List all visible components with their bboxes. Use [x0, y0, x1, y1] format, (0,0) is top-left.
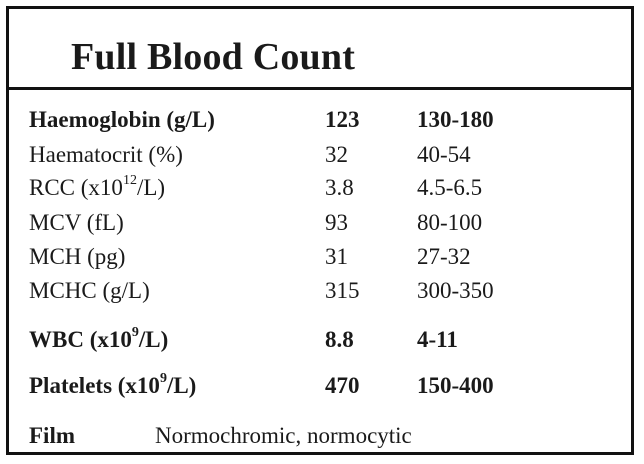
table-row-wbc: WBC (x109/L) 8.8 4-11	[29, 325, 619, 357]
row-label-post: /L)	[136, 175, 166, 200]
row-range: 4-11	[417, 327, 458, 352]
row-label-pre: WBC (x10	[29, 327, 132, 352]
row-range: 4.5-6.5	[417, 175, 483, 200]
row-label: MCV (fL)	[29, 210, 124, 235]
row-label: MCHC (g/L)	[29, 278, 150, 303]
row-range: 27-32	[417, 244, 471, 269]
row-value: 315	[325, 278, 360, 303]
table-row-mcv: MCV (fL) 93 80-100	[29, 210, 619, 240]
row-value: 123	[325, 107, 360, 132]
row-label: WBC (x109/L)	[29, 325, 169, 353]
table-row-mchc: MCHC (g/L) 315 300-350	[29, 278, 619, 308]
row-label-pre: RCC (x10	[29, 175, 123, 200]
row-range: 130-180	[417, 107, 494, 132]
row-label-sup: 9	[159, 371, 167, 386]
row-label-sup: 12	[122, 173, 137, 188]
row-value: 93	[325, 210, 348, 235]
table-row-mch: MCH (pg) 31 27-32	[29, 244, 619, 274]
table-row-platelets: Platelets (x109/L) 470 150-400	[29, 371, 619, 403]
film-value: Normochromic, normocytic	[155, 423, 412, 448]
row-label: MCH (pg)	[29, 244, 126, 269]
title-header: Full Blood Count	[9, 9, 631, 90]
row-value: 31	[325, 244, 348, 269]
row-label: RCC (x1012/L)	[29, 173, 166, 201]
page-title: Full Blood Count	[71, 36, 356, 78]
row-value: 3.8	[325, 175, 354, 200]
row-value: 470	[325, 373, 360, 398]
full-blood-count-table: Full Blood Count Haemoglobin (g/L) 123 1…	[6, 6, 634, 455]
row-label: Platelets (x109/L)	[29, 371, 197, 399]
row-label-post: /L)	[138, 327, 169, 352]
table-row-haemoglobin: Haemoglobin (g/L) 123 130-180	[29, 107, 619, 137]
film-label: Film	[29, 423, 75, 448]
row-label-post: /L)	[166, 373, 197, 398]
table-row-film: Film Normochromic, normocytic	[29, 423, 412, 449]
row-range: 300-350	[417, 278, 494, 303]
row-range: 80-100	[417, 210, 483, 235]
row-label: Haematocrit (%)	[29, 142, 183, 167]
row-range: 150-400	[417, 373, 494, 398]
row-value: 32	[325, 142, 348, 167]
row-value: 8.8	[325, 327, 354, 352]
table-row-haematocrit: Haematocrit (%) 32 40-54	[29, 142, 619, 172]
row-label-pre: Platelets (x10	[29, 373, 160, 398]
row-range: 40-54	[417, 142, 471, 167]
table-row-rcc: RCC (x1012/L) 3.8 4.5-6.5	[29, 173, 619, 205]
row-label: Haemoglobin (g/L)	[29, 107, 215, 132]
row-label-sup: 9	[131, 325, 139, 340]
